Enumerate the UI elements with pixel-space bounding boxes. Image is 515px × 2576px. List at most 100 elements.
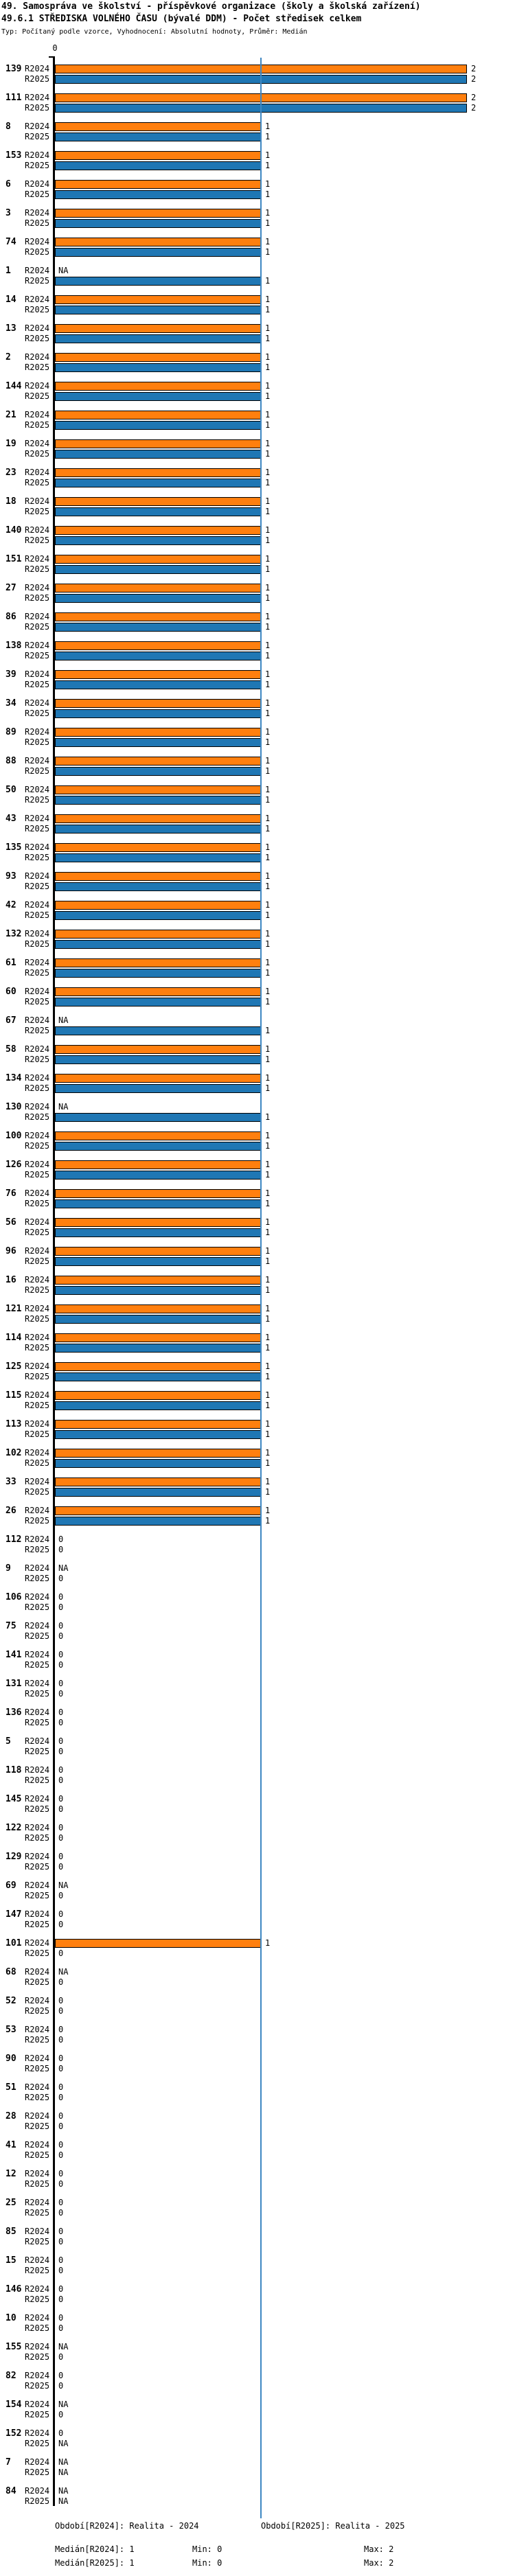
series-label-r2025: R2025 xyxy=(25,853,50,862)
value-label: 1 xyxy=(265,1419,271,1429)
value-label: 2 xyxy=(471,93,477,102)
value-label: 0 xyxy=(58,2064,64,2073)
series-label-r2025: R2025 xyxy=(25,132,50,141)
group-label: 93 xyxy=(5,871,16,882)
series-label-r2025: R2025 xyxy=(25,218,50,228)
value-label: 1 xyxy=(265,1073,271,1083)
value-label: 1 xyxy=(265,612,271,621)
group-label: 76 xyxy=(5,1188,16,1199)
bar-r2025 xyxy=(55,594,261,603)
value-label: 1 xyxy=(265,1055,271,1064)
series-label-r2025: R2025 xyxy=(25,651,50,660)
value-label: 1 xyxy=(265,593,271,603)
group-label: 52 xyxy=(5,1996,16,2006)
bar-r2024 xyxy=(55,699,261,708)
bar-r2024 xyxy=(55,238,261,246)
group-label: 134 xyxy=(5,1073,22,1083)
series-label-r2025: R2025 xyxy=(25,1141,50,1151)
series-label-r2024: R2024 xyxy=(25,1592,50,1602)
series-label-r2024: R2024 xyxy=(25,1477,50,1486)
value-label: NA xyxy=(58,2468,69,2477)
series-label-r2024: R2024 xyxy=(25,2169,50,2178)
value-label: 0 xyxy=(58,1920,64,1929)
bar-r2024 xyxy=(55,555,261,564)
group-label: 3 xyxy=(5,208,11,218)
series-label-r2024: R2024 xyxy=(25,323,50,333)
bar-r2025 xyxy=(55,738,261,747)
series-label-r2025: R2025 xyxy=(25,2035,50,2045)
value-label: 0 xyxy=(58,2381,64,2391)
bar-r2025 xyxy=(55,133,261,141)
value-label: 1 xyxy=(265,737,271,747)
value-label: 0 xyxy=(58,1621,64,1631)
bar-r2025 xyxy=(55,796,261,805)
series-label-r2025: R2025 xyxy=(25,1862,50,1872)
group-label: 82 xyxy=(5,2371,16,2381)
value-label: 1 xyxy=(265,1390,271,1400)
value-label: 1 xyxy=(265,1458,271,1468)
value-label: 1 xyxy=(265,1372,271,1381)
group-label: 15 xyxy=(5,2255,16,2266)
value-label: 0 xyxy=(58,2266,64,2275)
series-label-r2024: R2024 xyxy=(25,352,50,362)
series-label-r2024: R2024 xyxy=(25,583,50,593)
series-label-r2024: R2024 xyxy=(25,900,50,910)
bar-r2025 xyxy=(55,1488,261,1497)
value-label: NA xyxy=(58,2439,69,2448)
series-label-r2025: R2025 xyxy=(25,2381,50,2391)
series-label-r2024: R2024 xyxy=(25,266,50,275)
series-label-r2025: R2025 xyxy=(25,2323,50,2333)
series-label-r2025: R2025 xyxy=(25,305,50,314)
series-label-r2025: R2025 xyxy=(25,2468,50,2477)
bar-r2025 xyxy=(55,911,261,920)
value-label: 1 xyxy=(265,727,271,737)
group-label: 114 xyxy=(5,1333,22,1343)
page-title: 49. Samospráva ve školství - příspěvkové… xyxy=(1,1,421,12)
value-label: 1 xyxy=(265,496,271,506)
series-label-r2025: R2025 xyxy=(25,680,50,689)
value-label: NA xyxy=(58,2457,69,2467)
series-label-r2025: R2025 xyxy=(25,189,50,199)
series-label-r2024: R2024 xyxy=(25,1044,50,1054)
bar-r2024 xyxy=(55,958,261,967)
bar-r2025 xyxy=(55,767,261,776)
value-label: 1 xyxy=(265,871,271,881)
bar-r2024 xyxy=(55,180,261,189)
group-label: 43 xyxy=(5,814,16,824)
group-label: 139 xyxy=(5,64,22,74)
group-label: 33 xyxy=(5,1477,16,1487)
bar-r2025 xyxy=(55,1517,261,1526)
series-label-r2025: R2025 xyxy=(25,1804,50,1814)
series-label-r2024: R2024 xyxy=(25,2313,50,2323)
series-label-r2025: R2025 xyxy=(25,1199,50,1208)
series-label-r2024: R2024 xyxy=(25,1246,50,1256)
value-label: 1 xyxy=(265,968,271,978)
series-label-r2024: R2024 xyxy=(25,1390,50,1400)
series-label-r2025: R2025 xyxy=(25,910,50,920)
value-label: NA xyxy=(58,2496,69,2506)
bar-r2025 xyxy=(55,1055,261,1064)
value-label: 1 xyxy=(265,132,271,141)
group-label: 19 xyxy=(5,439,16,449)
bar-r2025 xyxy=(55,1286,261,1295)
value-label: NA xyxy=(58,1967,69,1977)
value-label: 1 xyxy=(265,1026,271,1035)
stat-median-r2025: Medián[R2025]: 1 xyxy=(55,2558,135,2568)
value-label: 0 xyxy=(58,2352,64,2362)
value-label: 1 xyxy=(265,882,271,891)
group-label: 152 xyxy=(5,2428,22,2439)
group-label: 8 xyxy=(5,122,11,132)
value-label: 0 xyxy=(58,1804,64,1814)
group-label: 84 xyxy=(5,2486,16,2496)
series-label-r2024: R2024 xyxy=(25,756,50,766)
group-label: 138 xyxy=(5,641,22,651)
group-label: 14 xyxy=(5,295,16,305)
value-label: 1 xyxy=(265,564,271,574)
series-label-r2025: R2025 xyxy=(25,1516,50,1526)
bar-r2024 xyxy=(55,468,261,477)
value-label: 0 xyxy=(58,2082,64,2092)
value-label: 1 xyxy=(265,1044,271,1054)
group-label: 136 xyxy=(5,1707,22,1718)
series-label-r2025: R2025 xyxy=(25,1228,50,1237)
series-label-r2024: R2024 xyxy=(25,150,50,160)
